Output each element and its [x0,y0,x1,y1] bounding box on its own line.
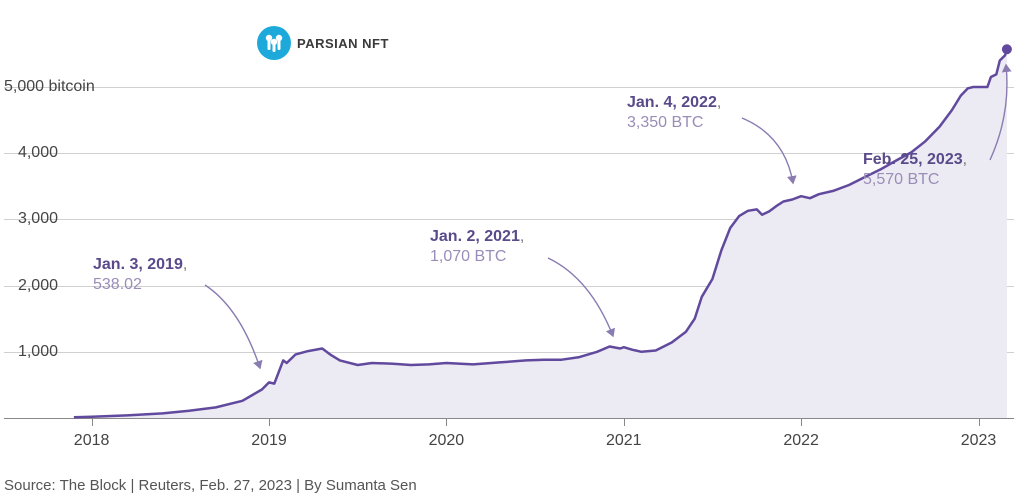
annotation-a-2021: Jan. 2, 2021,1,070 BTC [430,227,524,267]
annotation-a-2022: Jan. 4, 2022,3,350 BTC [627,93,721,133]
annotation-arrow [548,258,613,336]
annotation-arrow [205,285,260,368]
chart-container: 1,0002,0003,0004,000 2018201920202021202… [0,0,1024,504]
annotation-date: Feb. 25, 2023 [863,151,963,168]
annotation-date: Jan. 3, 2019 [93,256,183,273]
annotation-date: Jan. 2, 2021 [430,228,520,245]
endpoint-marker [1002,44,1012,54]
annotation-a-2023: Feb. 25, 2023,5,570 BTC [863,150,967,190]
annotation-value: 1,070 BTC [430,248,506,265]
annotation-date: Jan. 4, 2022 [627,94,717,111]
annotation-value: 5,570 BTC [863,171,939,188]
source-line: Source: The Block | Reuters, Feb. 27, 20… [4,477,417,494]
logo-text: PARSIAN NFT [297,36,389,51]
logo: PARSIAN NFT [257,26,389,60]
annotation-value: 538.02 [93,276,142,293]
annotation-a-2019: Jan. 3, 2019,538.02 [93,255,187,295]
logo-icon [257,26,291,60]
y-axis-unit-label: 5,000 bitcoin [4,78,95,96]
annotation-value: 3,350 BTC [627,114,703,131]
annotation-arrow [742,118,793,183]
area-fill [74,49,1007,418]
